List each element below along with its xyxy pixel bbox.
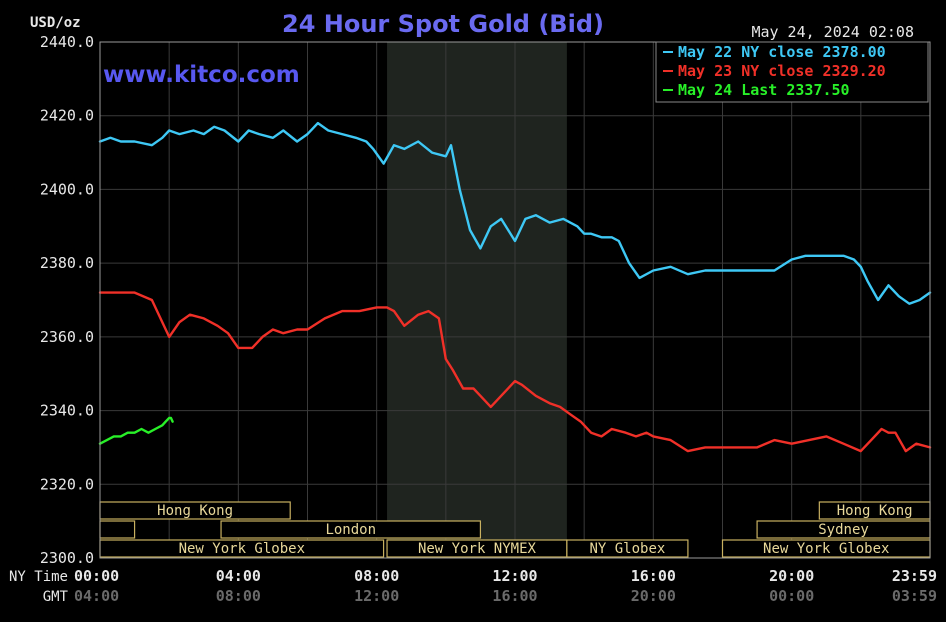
x-axis-row-label: GMT	[43, 589, 69, 605]
plot-frame	[99, 41, 931, 559]
x-tick-label: 04:00	[74, 587, 119, 605]
session-bar	[566, 539, 689, 558]
y-axis-unit-label: USD/oz	[30, 15, 81, 31]
session-label: New York NYMEX	[418, 541, 537, 557]
x-tick-label: 23:59	[892, 567, 937, 585]
legend-entry: May 22 NY close 2378.00	[678, 43, 886, 61]
x-tick-label: 12:00	[354, 587, 399, 605]
y-tick-label: 2320.0	[40, 475, 94, 493]
x-tick-label: 08:00	[216, 587, 261, 605]
session-label: NY Globex	[589, 541, 665, 557]
y-tick-label: 2440.0	[40, 33, 94, 51]
watermark-text: www.kitco.com	[103, 62, 300, 88]
y-tick-label: 2360.0	[40, 328, 94, 346]
y-tick-label: 2420.0	[40, 107, 94, 125]
legend-entry: May 24 Last 2337.50	[678, 81, 850, 99]
session-label: Hong Kong	[837, 503, 913, 519]
session-bar	[220, 520, 482, 539]
session-label: London	[325, 522, 376, 538]
x-axis-row-label: NY Time	[9, 569, 68, 585]
x-tick-label: 16:00	[492, 587, 537, 605]
session-bar	[99, 520, 136, 539]
x-tick-label: 20:00	[769, 567, 814, 585]
session-label: New York Globex	[763, 541, 889, 557]
x-tick-label: 00:00	[769, 587, 814, 605]
series-line	[98, 291, 932, 453]
shaded-trading-window	[387, 42, 567, 558]
x-tick-label: 08:00	[354, 567, 399, 585]
session-label: Sydney	[818, 522, 869, 538]
series-line	[98, 121, 932, 305]
session-label: New York Globex	[179, 541, 305, 557]
chart-title: 24 Hour Spot Gold (Bid)	[282, 10, 604, 38]
y-tick-label: 2380.0	[40, 254, 94, 272]
x-tick-label: 16:00	[631, 567, 676, 585]
series-line	[98, 416, 174, 445]
x-tick-label: 00:00	[74, 567, 119, 585]
session-label: Hong Kong	[157, 503, 233, 519]
x-tick-label: 20:00	[631, 587, 676, 605]
x-tick-label: 04:00	[216, 567, 261, 585]
y-tick-label: 2400.0	[40, 180, 94, 198]
y-tick-label: 2300.0	[40, 549, 94, 567]
timestamp-text: May 24, 2024 02:08	[751, 23, 914, 41]
legend-entry: May 23 NY close 2329.20	[678, 62, 886, 80]
x-tick-label: 12:00	[492, 567, 537, 585]
x-tick-label: 03:59	[892, 587, 937, 605]
y-tick-label: 2340.0	[40, 402, 94, 420]
